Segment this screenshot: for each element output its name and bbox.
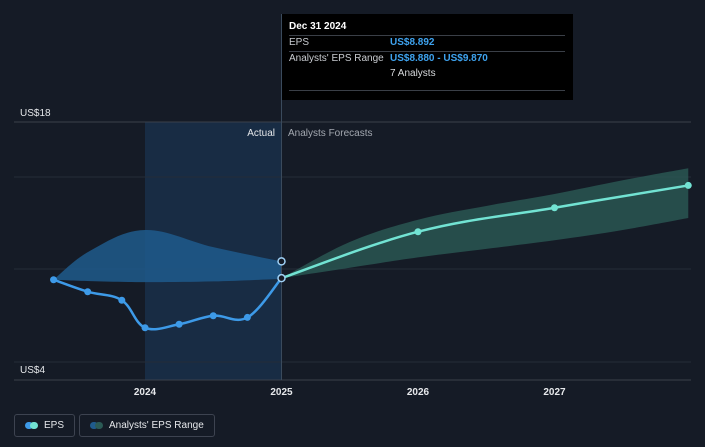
forecast-range-band bbox=[281, 168, 689, 279]
forecast-point bbox=[414, 228, 422, 236]
eps-point bbox=[118, 296, 126, 304]
tooltip-range-row: Analysts' EPS Range US$8.880 - US$9.870 bbox=[289, 51, 565, 67]
actual-label: Actual bbox=[247, 128, 275, 139]
legend: EPS Analysts' EPS Range bbox=[14, 414, 215, 437]
tooltip-analysts: 7 Analysts bbox=[390, 68, 436, 79]
tooltip-range-point bbox=[277, 257, 286, 266]
eps-point bbox=[50, 276, 58, 284]
x-tick-label: 2027 bbox=[543, 387, 566, 398]
forecast-point bbox=[684, 181, 692, 189]
tooltip-eps-point bbox=[277, 273, 286, 283]
forecast-label: Analysts Forecasts bbox=[288, 128, 372, 139]
eps-point bbox=[243, 313, 251, 321]
eps-swatch-icon bbox=[25, 422, 38, 429]
eps-point bbox=[141, 324, 149, 332]
eps-forecast-line bbox=[281, 184, 689, 280]
past-range-band bbox=[53, 229, 282, 283]
legend-range[interactable]: Analysts' EPS Range bbox=[79, 414, 215, 437]
legend-eps-label: EPS bbox=[44, 420, 65, 431]
tooltip-eps-label: EPS bbox=[289, 37, 310, 48]
tooltip-date: Dec 31 2024 bbox=[289, 21, 347, 32]
y-tick-label-bottom: US$4 bbox=[20, 365, 45, 376]
x-tick-label: 2024 bbox=[134, 387, 157, 398]
forecast-point bbox=[551, 204, 558, 212]
tooltip-range-label: Analysts' EPS Range bbox=[289, 53, 384, 64]
range-swatch-icon bbox=[90, 422, 104, 429]
tooltip-analysts-row: 7 Analysts bbox=[289, 67, 565, 82]
legend-range-label: Analysts' EPS Range bbox=[109, 420, 204, 431]
tooltip-range-value: US$8.880 - US$9.870 bbox=[390, 53, 488, 64]
eps-point bbox=[84, 288, 92, 296]
x-tick-label: 2026 bbox=[407, 387, 430, 398]
tooltip: Dec 31 2024 EPS US$8.892 Analysts' EPS R… bbox=[282, 14, 573, 100]
tooltip-eps-row: EPS US$8.892 bbox=[289, 35, 565, 51]
eps-point bbox=[175, 320, 183, 328]
legend-eps[interactable]: EPS bbox=[14, 414, 76, 437]
y-tick-label-top: US$18 bbox=[20, 108, 51, 119]
eps-point bbox=[209, 312, 217, 320]
tooltip-eps-value: US$8.892 bbox=[390, 37, 435, 48]
x-tick-label: 2025 bbox=[270, 387, 293, 398]
